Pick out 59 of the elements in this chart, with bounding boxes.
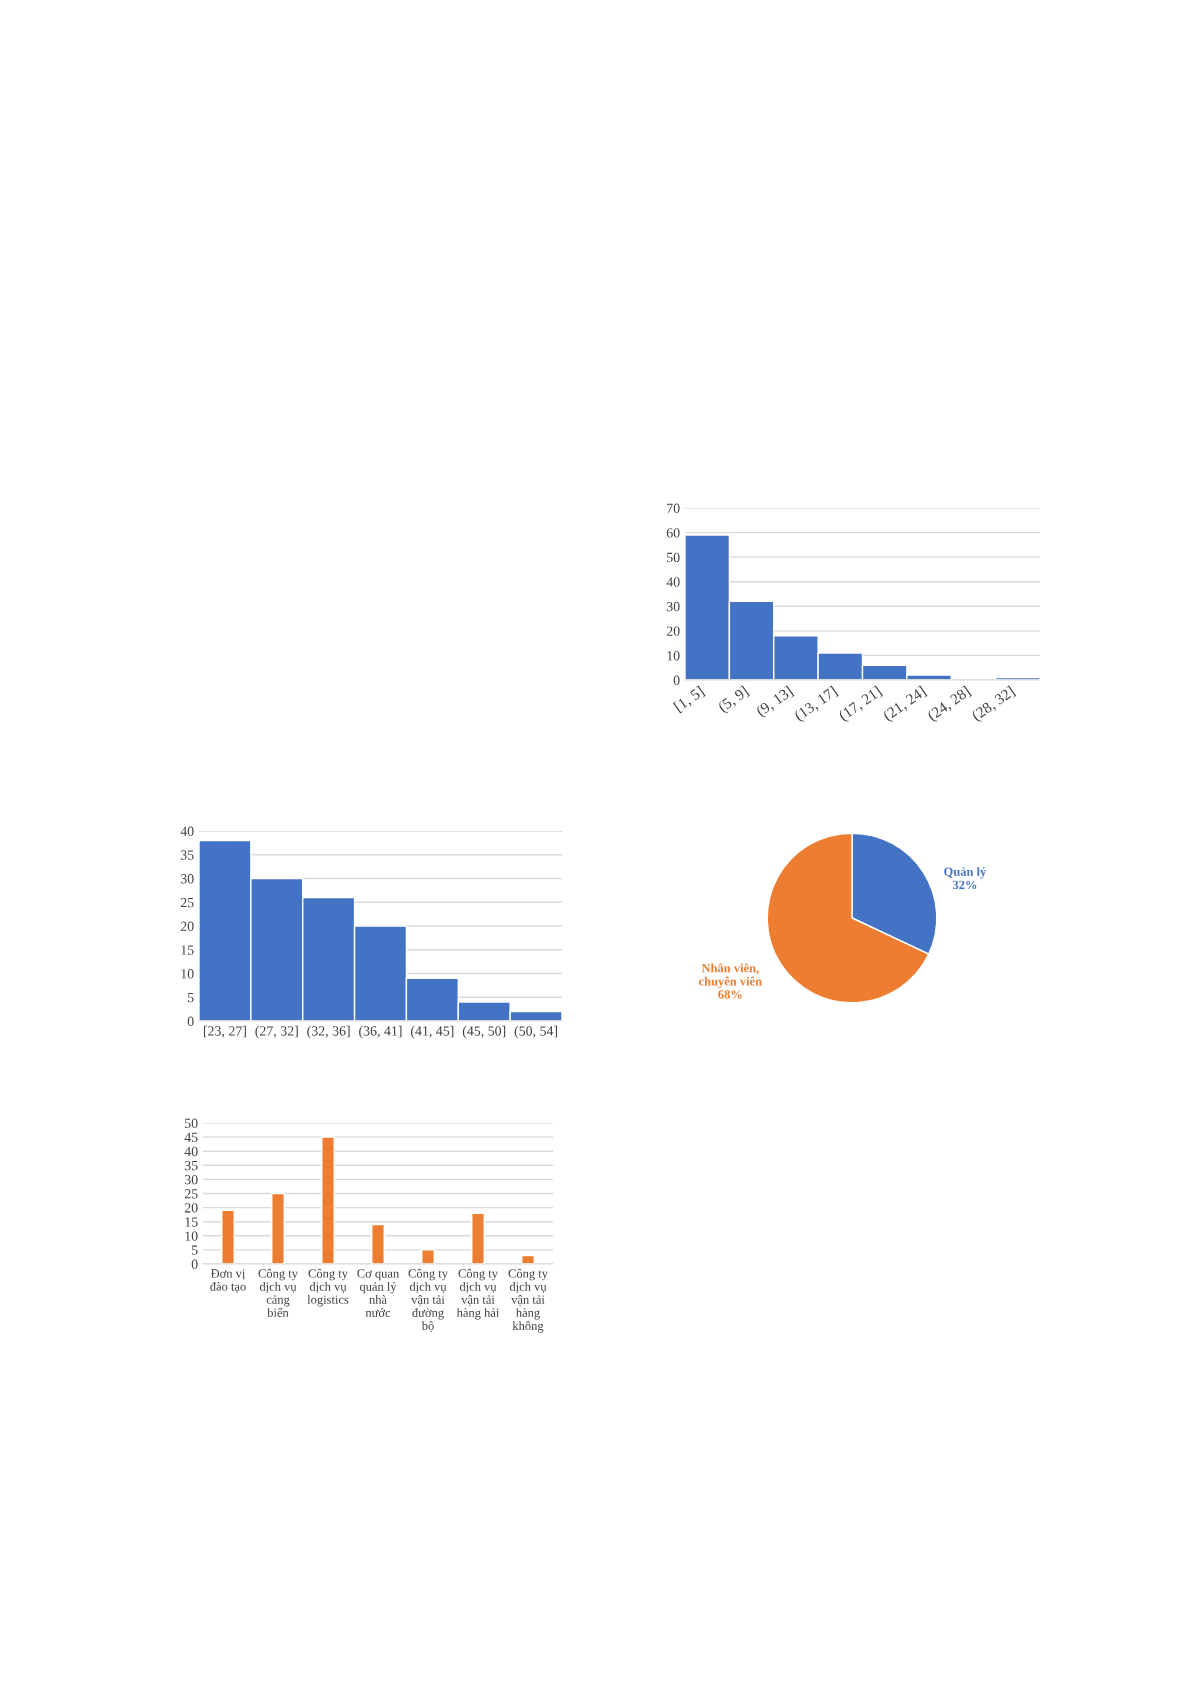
y-tick-label: 20 (184, 1203, 198, 1213)
bar (271, 1192, 285, 1264)
y-tick-label: 0 (673, 675, 680, 685)
bar (521, 1254, 535, 1264)
y-tick-label: 70 (667, 503, 680, 513)
x-tick-label: Công ty dịch vụ vận tải đường bộ (408, 1268, 448, 1332)
x-tick-label: Công ty dịch vụ logistics (307, 1268, 349, 1307)
x-tick-label: (41, 45] (410, 1025, 454, 1039)
bar (371, 1223, 385, 1264)
x-tick-label: Công ty dịch vụ vận tải hàng không (508, 1268, 548, 1333)
bar (221, 1209, 235, 1264)
x-tick-label: (36, 41] (359, 1025, 402, 1039)
y-tick-label: 25 (180, 897, 194, 908)
x-tick-label: Cơ quan quản lý nhà nước (357, 1269, 399, 1317)
y-tick-label: 30 (180, 874, 194, 884)
bar (321, 1136, 335, 1264)
x-tick-label: (27, 32] (255, 1025, 298, 1039)
y-tick-label: 20 (666, 626, 680, 636)
y-tick-label: 40 (180, 826, 194, 836)
y-tick-label: 45 (184, 1132, 198, 1143)
x-tick-label: [23, 27] (203, 1025, 246, 1038)
x-tick-label: Công ty dịch vụ cảng biển (258, 1268, 298, 1317)
y-tick-label: 60 (666, 528, 680, 538)
y-tick-label: 30 (666, 601, 680, 612)
y-tick-label: 10 (181, 969, 194, 979)
y-tick-label: 50 (185, 1118, 198, 1128)
slice-label: Nhân viên, chuyên viên (698, 963, 762, 989)
bar (421, 1249, 435, 1264)
y-tick-label: 40 (184, 1146, 198, 1157)
data-label: 32% (952, 880, 977, 890)
x-tick-label: [1, 5] (673, 685, 706, 714)
data-label: 68% (718, 990, 742, 999)
y-tick-label: 0 (191, 1259, 198, 1269)
y-tick-label: 10 (667, 651, 680, 661)
y-tick-label: 40 (666, 577, 680, 587)
y-tick-label: 50 (667, 552, 680, 563)
y-tick-label: 20 (180, 921, 194, 931)
x-tick-label: Đơn vị đào tạo (210, 1269, 246, 1293)
x-tick-label: (13, 17] (793, 685, 840, 724)
y-tick-label: 5 (192, 1245, 198, 1255)
slice-label: Quản lý (944, 867, 987, 879)
x-tick-label: (32, 36] (307, 1025, 350, 1039)
y-tick-label: 5 (188, 992, 194, 1003)
x-tick-label: (5, 9] (717, 685, 751, 715)
y-tick-label: 35 (180, 850, 194, 860)
x-tick-label: (9, 13] (755, 685, 796, 720)
bar (471, 1212, 485, 1264)
y-tick-label: 10 (185, 1231, 198, 1241)
x-tick-label: (24, 28] (926, 685, 973, 724)
x-tick-label: (45, 50] (462, 1025, 506, 1039)
y-tick-label: 35 (184, 1160, 198, 1171)
y-tick-label: 30 (184, 1174, 198, 1185)
x-tick-label: Công ty dịch vụ vận tải hàng hải (456, 1268, 500, 1320)
y-tick-label: 15 (185, 1217, 198, 1227)
x-tick-label: (21, 24] (882, 685, 929, 724)
x-tick-label: (50, 54] (514, 1025, 558, 1039)
y-tick-label: 25 (184, 1189, 198, 1199)
y-tick-label: 0 (187, 1016, 194, 1026)
y-tick-label: 15 (181, 945, 194, 955)
